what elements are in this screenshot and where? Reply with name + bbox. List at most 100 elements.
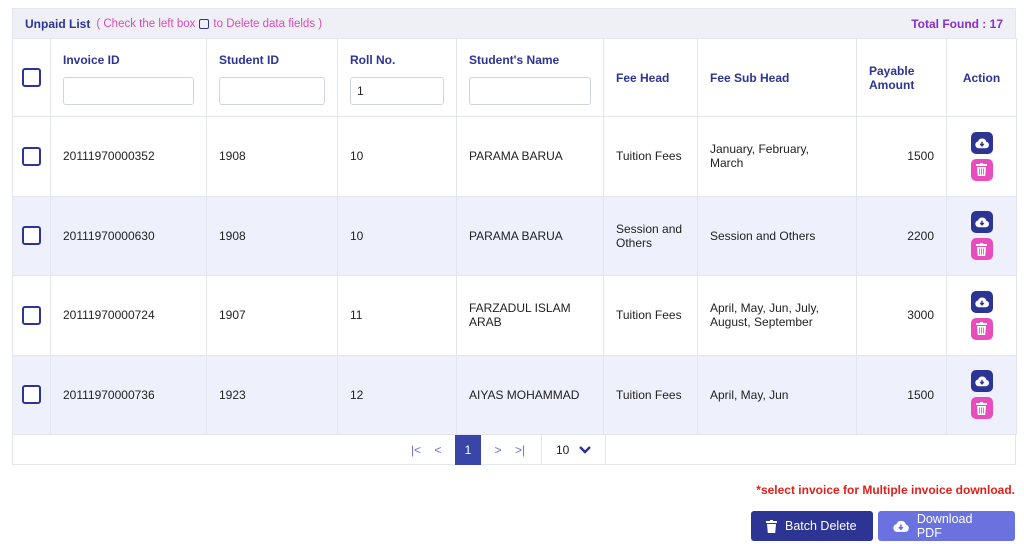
cell-roll-no: 11: [337, 275, 457, 356]
col-invoice-id-label: Invoice ID: [63, 53, 120, 67]
download-invoice-button[interactable]: [970, 290, 993, 313]
col-student-id: Student ID: [206, 38, 338, 117]
cell-fee-head: Tuition Fees: [603, 275, 698, 356]
cell-invoice-id: 20111970000630: [50, 195, 207, 276]
trash-icon: [976, 242, 987, 256]
student-name-filter-input[interactable]: [469, 77, 591, 105]
col-roll-no-label: Roll No.: [350, 53, 396, 67]
batch-delete-label: Batch Delete: [785, 519, 857, 533]
cell-invoice-id: 20111970000736: [50, 354, 207, 435]
table-row: 20111970000724 1907 11 FARZADUL ISLAM ARAB T…: [12, 275, 1017, 356]
page-1-button[interactable]: 1: [455, 435, 481, 465]
cloud-download-icon: [974, 216, 989, 228]
hint-text-start: ( Check the left box: [96, 17, 196, 30]
cloud-download-icon: [974, 296, 989, 308]
col-payable-amount: Payable Amount: [856, 38, 947, 117]
prev-page-button[interactable]: <: [434, 443, 442, 457]
cell-action: [946, 195, 1017, 276]
cell-student-id: 1908: [206, 195, 338, 276]
cell-fee-head: Tuition Fees: [603, 354, 698, 435]
table-header-row: Invoice ID Student ID Roll No. Student's…: [12, 38, 1017, 117]
page-size-value: 10: [556, 443, 570, 457]
first-page-button[interactable]: |<: [410, 443, 422, 457]
batch-delete-button[interactable]: Batch Delete: [751, 511, 873, 541]
cell-amount: 3000: [856, 275, 947, 356]
cell-invoice-id: 20111970000352: [50, 116, 207, 197]
panel-header: Unpaid List ( Check the left box to Dele…: [12, 8, 1016, 38]
page-size-select[interactable]: 10: [541, 435, 607, 465]
cell-student-name: FARZADUL ISLAM ARAB: [456, 275, 604, 356]
cell-student-id: 1908: [206, 116, 338, 197]
row-select-cell: [12, 354, 51, 435]
cell-fee-sub-head: April, May, Jun, July, August, September: [697, 275, 857, 356]
col-fee-head: Fee Head: [603, 38, 698, 117]
row-select-cell: [12, 275, 51, 356]
total-found: Total Found : 17: [911, 16, 1003, 31]
cell-action: [946, 116, 1017, 197]
col-fee-sub-head: Fee Sub Head: [697, 38, 857, 117]
delete-invoice-button[interactable]: [970, 158, 993, 181]
hint-text-end: to Delete data fields ): [213, 17, 323, 30]
cell-amount: 1500: [856, 116, 947, 197]
col-student-name-label: Student's Name: [469, 53, 560, 67]
cloud-download-icon: [974, 375, 989, 387]
unpaid-list-panel: Unpaid List ( Check the left box to Dele…: [12, 8, 1017, 465]
panel-hint: ( Check the left box to Delete data fiel…: [96, 18, 322, 30]
col-action: Action: [946, 38, 1017, 117]
delete-invoice-button[interactable]: [970, 317, 993, 340]
cell-fee-head: Tuition Fees: [603, 116, 698, 197]
trash-icon: [766, 519, 777, 533]
row-checkbox[interactable]: [22, 305, 41, 325]
chevron-down-icon: [579, 446, 592, 454]
cell-fee-sub-head: April, May, Jun: [697, 354, 857, 435]
table-row: 20111970000630 1908 10 PARAMA BARUA Session …: [12, 195, 1017, 276]
download-invoice-button[interactable]: [970, 211, 993, 234]
cell-fee-sub-head: Session and Others: [697, 195, 857, 276]
trash-icon: [976, 163, 987, 177]
download-invoice-button[interactable]: [970, 370, 993, 393]
select-all-cell: [12, 38, 51, 117]
last-page-button[interactable]: >|: [514, 443, 526, 457]
trash-icon: [976, 322, 987, 336]
checkbox-icon: [199, 18, 210, 29]
panel-title: Unpaid List: [25, 16, 91, 31]
col-roll-no: Roll No.: [337, 38, 457, 117]
row-checkbox[interactable]: [22, 146, 41, 166]
row-select-cell: [12, 116, 51, 197]
cell-student-id: 1907: [206, 275, 338, 356]
cell-student-name: AIYAS MOHAMMAD: [456, 354, 604, 435]
col-student-name: Student's Name: [456, 38, 604, 117]
download-pdf-label: Download PDF: [916, 512, 973, 540]
unpaid-table: Invoice ID Student ID Roll No. Student's…: [12, 38, 1017, 435]
select-all-checkbox[interactable]: [22, 68, 41, 87]
bottom-actions: Batch Delete Download PDF: [751, 511, 1015, 541]
delete-invoice-button[interactable]: [970, 238, 993, 261]
invoice-id-filter-input[interactable]: [63, 77, 194, 105]
cell-fee-sub-head: January, February, March: [697, 116, 857, 197]
download-pdf-button[interactable]: Download PDF: [878, 511, 1015, 541]
multi-download-note: *select invoice for Multiple invoice dow…: [756, 483, 1015, 497]
col-invoice-id: Invoice ID: [50, 38, 207, 117]
delete-invoice-button[interactable]: [970, 397, 993, 420]
cloud-download-icon: [893, 520, 909, 532]
cell-student-name: PARAMA BARUA: [456, 116, 604, 197]
cloud-download-icon: [974, 137, 989, 149]
cell-action: [946, 275, 1017, 356]
next-page-button[interactable]: >: [494, 443, 502, 457]
cell-roll-no: 10: [337, 116, 457, 197]
table-row: 20111970000736 1923 12 AIYAS MOHAMMAD Tuitio…: [12, 354, 1017, 435]
row-select-cell: [12, 195, 51, 276]
cell-amount: 1500: [856, 354, 947, 435]
cell-fee-head: Session and Others: [603, 195, 698, 276]
student-id-filter-input[interactable]: [219, 77, 325, 105]
cell-student-name: PARAMA BARUA: [456, 195, 604, 276]
table-row: 20111970000352 1908 10 PARAMA BARUA Tuition …: [12, 116, 1017, 197]
trash-icon: [976, 401, 987, 415]
pagination: |< < 1 > >| 10: [12, 435, 1016, 465]
cell-amount: 2200: [856, 195, 947, 276]
download-invoice-button[interactable]: [970, 131, 993, 154]
row-checkbox[interactable]: [22, 385, 41, 405]
row-checkbox[interactable]: [22, 226, 41, 246]
cell-roll-no: 10: [337, 195, 457, 276]
roll-no-filter-input[interactable]: [350, 77, 444, 105]
